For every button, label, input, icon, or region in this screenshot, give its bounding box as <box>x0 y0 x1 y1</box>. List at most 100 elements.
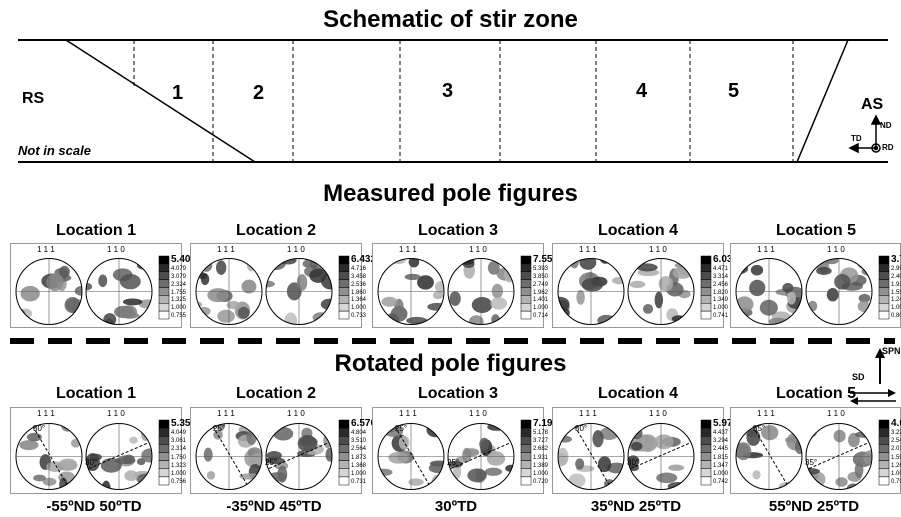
pole-111-label: 1 1 1 <box>37 245 55 254</box>
scale-value: 2.682 <box>533 446 549 453</box>
pole-figure-111 <box>557 423 625 490</box>
scale-value: 1.263 <box>891 462 901 469</box>
pole-figure-110 <box>627 423 695 490</box>
rotated-title: Rotated pole figures <box>334 350 567 377</box>
scale-value: 2.445 <box>713 446 729 453</box>
scale-value: 1.000 <box>171 470 187 477</box>
scale-value: 1.364 <box>351 297 367 304</box>
pole-figure-110 <box>265 258 333 325</box>
scale-value: 0.714 <box>533 313 549 320</box>
pole-111-label: 1 1 1 <box>579 245 597 254</box>
scale-max-value: 6.576 <box>351 418 377 429</box>
rotation-angle-111: 25° <box>213 424 226 433</box>
scale-value: 0.803 <box>891 313 901 320</box>
scale-max-value: 3.730 <box>891 254 901 265</box>
rotation-angle-110: 30° <box>627 458 640 467</box>
measured-location-title: Location 1 <box>55 222 136 239</box>
measured-pole-figure-panel: 1 1 1 1 1 0 6.033 4.471 3.314 2.456 1.820 1.349… <box>552 243 738 328</box>
zone-1: 1 <box>172 82 184 104</box>
rotation-label: 30ºTD <box>434 498 478 515</box>
scale-value: 0.731 <box>351 478 367 485</box>
zone-5: 5 <box>728 80 740 102</box>
scale-value: 1.000 <box>171 305 187 312</box>
rs-label: RS <box>22 90 45 107</box>
scale-value: 1.368 <box>351 462 367 469</box>
rotation-label: 35ºND 25ºTD <box>590 498 682 515</box>
pole-110-label: 1 1 0 <box>649 245 667 254</box>
pole-figure-111 <box>195 423 263 490</box>
measured-location-title: Location 4 <box>597 222 678 239</box>
sd-label: SD <box>852 372 865 382</box>
pole-110-label: 1 1 0 <box>107 245 125 254</box>
rotated-pole-figure-panel: 1 1 1 1 1 0 6.576 4.804 3.510 2.564 1.873 1.368… <box>190 407 376 494</box>
scale-value: 1.325 <box>171 297 187 304</box>
pole-110-label: 1 1 0 <box>827 245 845 254</box>
scale-value: 1.962 <box>533 289 549 296</box>
scale-value: 2.999 <box>891 265 901 272</box>
section-divider <box>10 338 895 344</box>
scale-value: 1.349 <box>713 297 729 304</box>
scale-value: 3.314 <box>713 273 729 280</box>
td-axis-label: TD <box>851 134 862 143</box>
scale-value: 0.755 <box>171 313 187 320</box>
scale-value: 4.471 <box>713 265 729 272</box>
scale-value: 3.510 <box>351 438 367 445</box>
rotation-label: 55ºND 25ºTD <box>768 498 860 515</box>
scale-value: 1.755 <box>171 289 187 296</box>
scale-value: 1.000 <box>533 470 549 477</box>
pole-111-label: 1 1 1 <box>579 409 597 418</box>
scale-value: 2.017 <box>891 446 901 453</box>
pole-figure-110 <box>447 258 515 325</box>
shear-legend <box>850 348 896 405</box>
rotated-pole-figure-panel: 1 1 1 1 1 0 7.195 5.178 3.727 2.682 1.931 1.389… <box>372 407 558 494</box>
scale-value: 2.324 <box>171 281 187 288</box>
measured-location-title: Location 5 <box>775 222 856 239</box>
pole-figure-111 <box>557 258 625 325</box>
scale-value: 1.000 <box>891 305 901 312</box>
scale-value: 0.733 <box>351 313 367 320</box>
scale-value: 0.791 <box>891 478 901 485</box>
scale-max-value: 7.555 <box>533 254 559 265</box>
scale-value: 1.000 <box>713 305 729 312</box>
pole-figure-110 <box>805 258 873 325</box>
measured-title: Measured pole figures <box>323 180 578 207</box>
spn-label: SPN <box>882 346 901 356</box>
scale-value: 3.061 <box>171 438 187 445</box>
axis-symbol <box>848 114 882 154</box>
schematic-diagram <box>18 39 888 163</box>
scale-value: 2.536 <box>351 281 367 288</box>
scale-value: 1.750 <box>171 454 187 461</box>
scale-value: 2.749 <box>533 281 549 288</box>
scale-value: 3.458 <box>351 273 367 280</box>
scale-value: 3.850 <box>533 273 549 280</box>
rotation-angle-111: 35° <box>753 424 766 433</box>
rotation-label: -35ºND 45ºTD <box>226 498 322 515</box>
pole-110-label: 1 1 0 <box>469 409 487 418</box>
pole-figure-111 <box>377 258 445 325</box>
scale-value: 2.548 <box>891 438 901 445</box>
rotation-angle-111: 30° <box>33 424 46 433</box>
scale-max-value: 7.195 <box>533 418 559 429</box>
scale-value: 1.000 <box>351 470 367 477</box>
pole-111-label: 1 1 1 <box>37 409 55 418</box>
rotated-pole-figure-panel: 1 1 1 1 1 0 4.0683.2202.5482.0171.5961.263… <box>730 407 901 494</box>
pole-110-label: 1 1 0 <box>107 409 125 418</box>
pole-110-label: 1 1 0 <box>649 409 667 418</box>
scale-value: 4.079 <box>171 265 187 272</box>
rotated-location-title: Location 1 <box>55 385 136 402</box>
zone-3: 3 <box>442 80 454 102</box>
rotated-location-title: Location 4 <box>597 385 678 402</box>
measured-pole-figure-panel: 1 1 1 1 1 0 6.432 4.716 3.458 2.536 1.860 1.364… <box>190 243 376 328</box>
scale-value: 1.820 <box>713 289 729 296</box>
scale-value: 4.437 <box>713 430 729 437</box>
pole-figure-111 <box>15 258 83 325</box>
pole-110-label: 1 1 0 <box>287 245 305 254</box>
scale-value: 1.000 <box>891 470 901 477</box>
pole-figure-111 <box>195 258 263 325</box>
measured-location-title: Location 3 <box>417 222 498 239</box>
rotated-location-title: Location 3 <box>417 385 498 402</box>
scale-value: 1.933 <box>891 281 901 288</box>
measured-pole-figure-panel: 1 1 1 1 1 0 7.555 5.393 3.850 2.749 1.962 1.401… <box>372 243 558 328</box>
scale-value: 1.552 <box>891 289 901 296</box>
pole-figure-110 <box>85 258 153 325</box>
